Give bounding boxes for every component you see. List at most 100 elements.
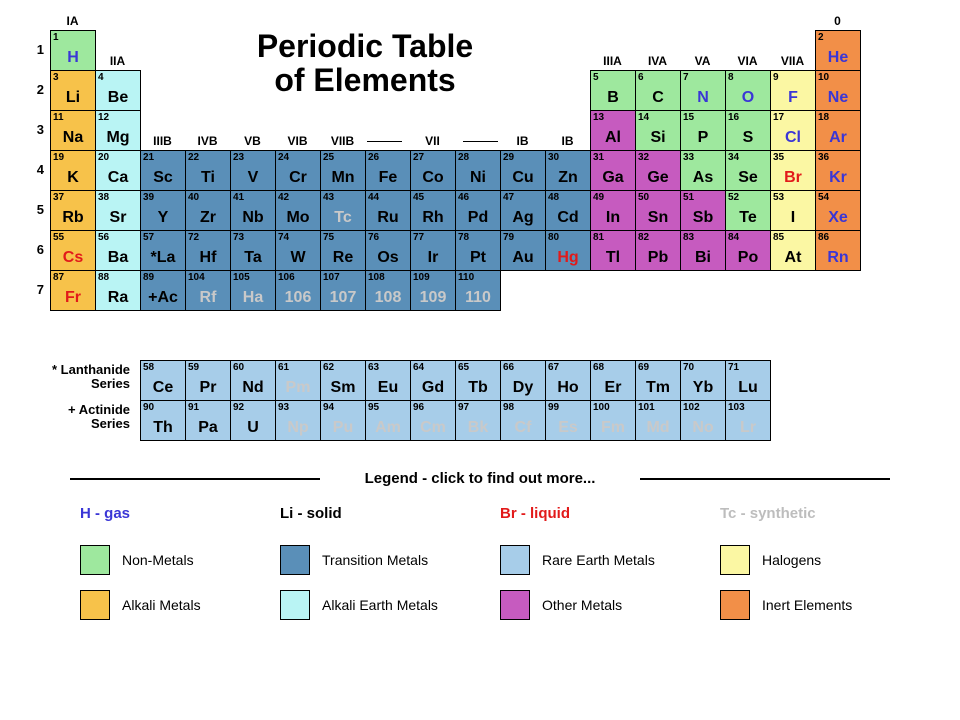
element-Np[interactable]: 93Np xyxy=(275,400,321,441)
element-Er[interactable]: 68Er xyxy=(590,360,636,401)
element-Pd[interactable]: 46Pd xyxy=(455,190,501,231)
element-N[interactable]: 7N xyxy=(680,70,726,111)
element-I[interactable]: 53I xyxy=(770,190,816,231)
element-Pt[interactable]: 78Pt xyxy=(455,230,501,271)
legend-swatch-alkali[interactable] xyxy=(80,590,110,620)
element-108[interactable]: 108108 xyxy=(365,270,411,311)
element-Lu[interactable]: 71Lu xyxy=(725,360,771,401)
element-Rb[interactable]: 37Rb xyxy=(50,190,96,231)
legend-swatch-othermetal[interactable] xyxy=(500,590,530,620)
element-109[interactable]: 109109 xyxy=(410,270,456,311)
element-Ag[interactable]: 47Ag xyxy=(500,190,546,231)
legend-label-alkaliearth[interactable]: Alkali Earth Metals xyxy=(322,597,438,613)
element-F[interactable]: 9F xyxy=(770,70,816,111)
element-Eu[interactable]: 63Eu xyxy=(365,360,411,401)
element-Ha[interactable]: 105Ha xyxy=(230,270,276,311)
element-Cs[interactable]: 55Cs xyxy=(50,230,96,271)
element-Rn[interactable]: 86Rn xyxy=(815,230,861,271)
element-Ru[interactable]: 44Ru xyxy=(365,190,411,231)
element-Be[interactable]: 4Be xyxy=(95,70,141,111)
element-H[interactable]: 1H xyxy=(50,30,96,71)
element-Po[interactable]: 84Po xyxy=(725,230,771,271)
element-Sn[interactable]: 50Sn xyxy=(635,190,681,231)
element-In[interactable]: 49In xyxy=(590,190,636,231)
element-Ir[interactable]: 77Ir xyxy=(410,230,456,271)
element-110[interactable]: 110110 xyxy=(455,270,501,311)
element-Ga[interactable]: 31Ga xyxy=(590,150,636,191)
element-No[interactable]: 102No xyxy=(680,400,726,441)
element-Co[interactable]: 27Co xyxy=(410,150,456,191)
element-Ce[interactable]: 58Ce xyxy=(140,360,186,401)
legend-phase-Br[interactable]: Br - liquid xyxy=(500,505,570,522)
element-Tm[interactable]: 69Tm xyxy=(635,360,681,401)
element-Ta[interactable]: 73Ta xyxy=(230,230,276,271)
element-Lr[interactable]: 103Lr xyxy=(725,400,771,441)
element-Yb[interactable]: 70Yb xyxy=(680,360,726,401)
element-Tb[interactable]: 65Tb xyxy=(455,360,501,401)
element-Zn[interactable]: 30Zn xyxy=(545,150,591,191)
element-V[interactable]: 23V xyxy=(230,150,276,191)
element-Se[interactable]: 34Se xyxy=(725,150,771,191)
legend-swatch-nonmetal[interactable] xyxy=(80,545,110,575)
element-Fr[interactable]: 87Fr xyxy=(50,270,96,311)
element-C[interactable]: 6C xyxy=(635,70,681,111)
element-Rh[interactable]: 45Rh xyxy=(410,190,456,231)
element-Xe[interactable]: 54Xe xyxy=(815,190,861,231)
element-He[interactable]: 2He xyxy=(815,30,861,71)
element-Nb[interactable]: 41Nb xyxy=(230,190,276,231)
element-Zr[interactable]: 40Zr xyxy=(185,190,231,231)
element-Te[interactable]: 52Te xyxy=(725,190,771,231)
element-Nd[interactable]: 60Nd xyxy=(230,360,276,401)
element-Bi[interactable]: 83Bi xyxy=(680,230,726,271)
element-Gd[interactable]: 64Gd xyxy=(410,360,456,401)
element-Ne[interactable]: 10Ne xyxy=(815,70,861,111)
element-Fe[interactable]: 26Fe xyxy=(365,150,411,191)
element-Sb[interactable]: 51Sb xyxy=(680,190,726,231)
element-Cf[interactable]: 98Cf xyxy=(500,400,546,441)
element-Hg[interactable]: 80Hg xyxy=(545,230,591,271)
legend-label-othermetal[interactable]: Other Metals xyxy=(542,597,622,613)
legend-swatch-transition[interactable] xyxy=(280,545,310,575)
element-Si[interactable]: 14Si xyxy=(635,110,681,151)
element-Ti[interactable]: 22Ti xyxy=(185,150,231,191)
element-U[interactable]: 92U xyxy=(230,400,276,441)
element-Cr[interactable]: 24Cr xyxy=(275,150,321,191)
element-+Ac[interactable]: 89+Ac xyxy=(140,270,186,311)
legend-swatch-inert[interactable] xyxy=(720,590,750,620)
element-Am[interactable]: 95Am xyxy=(365,400,411,441)
element-Tc[interactable]: 43Tc xyxy=(320,190,366,231)
element-Bk[interactable]: 97Bk xyxy=(455,400,501,441)
legend-label-nonmetal[interactable]: Non-Metals xyxy=(122,552,194,568)
element-Cd[interactable]: 48Cd xyxy=(545,190,591,231)
element-Os[interactable]: 76Os xyxy=(365,230,411,271)
element-O[interactable]: 8O xyxy=(725,70,771,111)
legend-swatch-alkaliearth[interactable] xyxy=(280,590,310,620)
element-Pa[interactable]: 91Pa xyxy=(185,400,231,441)
element-Md[interactable]: 101Md xyxy=(635,400,681,441)
element-P[interactable]: 15P xyxy=(680,110,726,151)
element-Mo[interactable]: 42Mo xyxy=(275,190,321,231)
element-Fm[interactable]: 100Fm xyxy=(590,400,636,441)
element-Cm[interactable]: 96Cm xyxy=(410,400,456,441)
element-Ra[interactable]: 88Ra xyxy=(95,270,141,311)
element-106[interactable]: 106106 xyxy=(275,270,321,311)
element-Kr[interactable]: 36Kr xyxy=(815,150,861,191)
element-B[interactable]: 5B xyxy=(590,70,636,111)
element-Ar[interactable]: 18Ar xyxy=(815,110,861,151)
element-At[interactable]: 85At xyxy=(770,230,816,271)
element-Es[interactable]: 99Es xyxy=(545,400,591,441)
element-Sr[interactable]: 38Sr xyxy=(95,190,141,231)
legend-label-halogen[interactable]: Halogens xyxy=(762,552,821,568)
legend-swatch-rareearth[interactable] xyxy=(500,545,530,575)
element-Ni[interactable]: 28Ni xyxy=(455,150,501,191)
element-Na[interactable]: 11Na xyxy=(50,110,96,151)
legend-swatch-halogen[interactable] xyxy=(720,545,750,575)
element-Th[interactable]: 90Th xyxy=(140,400,186,441)
legend-label-alkali[interactable]: Alkali Metals xyxy=(122,597,201,613)
legend-label-transition[interactable]: Transition Metals xyxy=(322,552,428,568)
legend-phase-Li[interactable]: Li - solid xyxy=(280,505,342,522)
element-Mg[interactable]: 12Mg xyxy=(95,110,141,151)
element-Br[interactable]: 35Br xyxy=(770,150,816,191)
element-Cl[interactable]: 17Cl xyxy=(770,110,816,151)
element-Re[interactable]: 75Re xyxy=(320,230,366,271)
